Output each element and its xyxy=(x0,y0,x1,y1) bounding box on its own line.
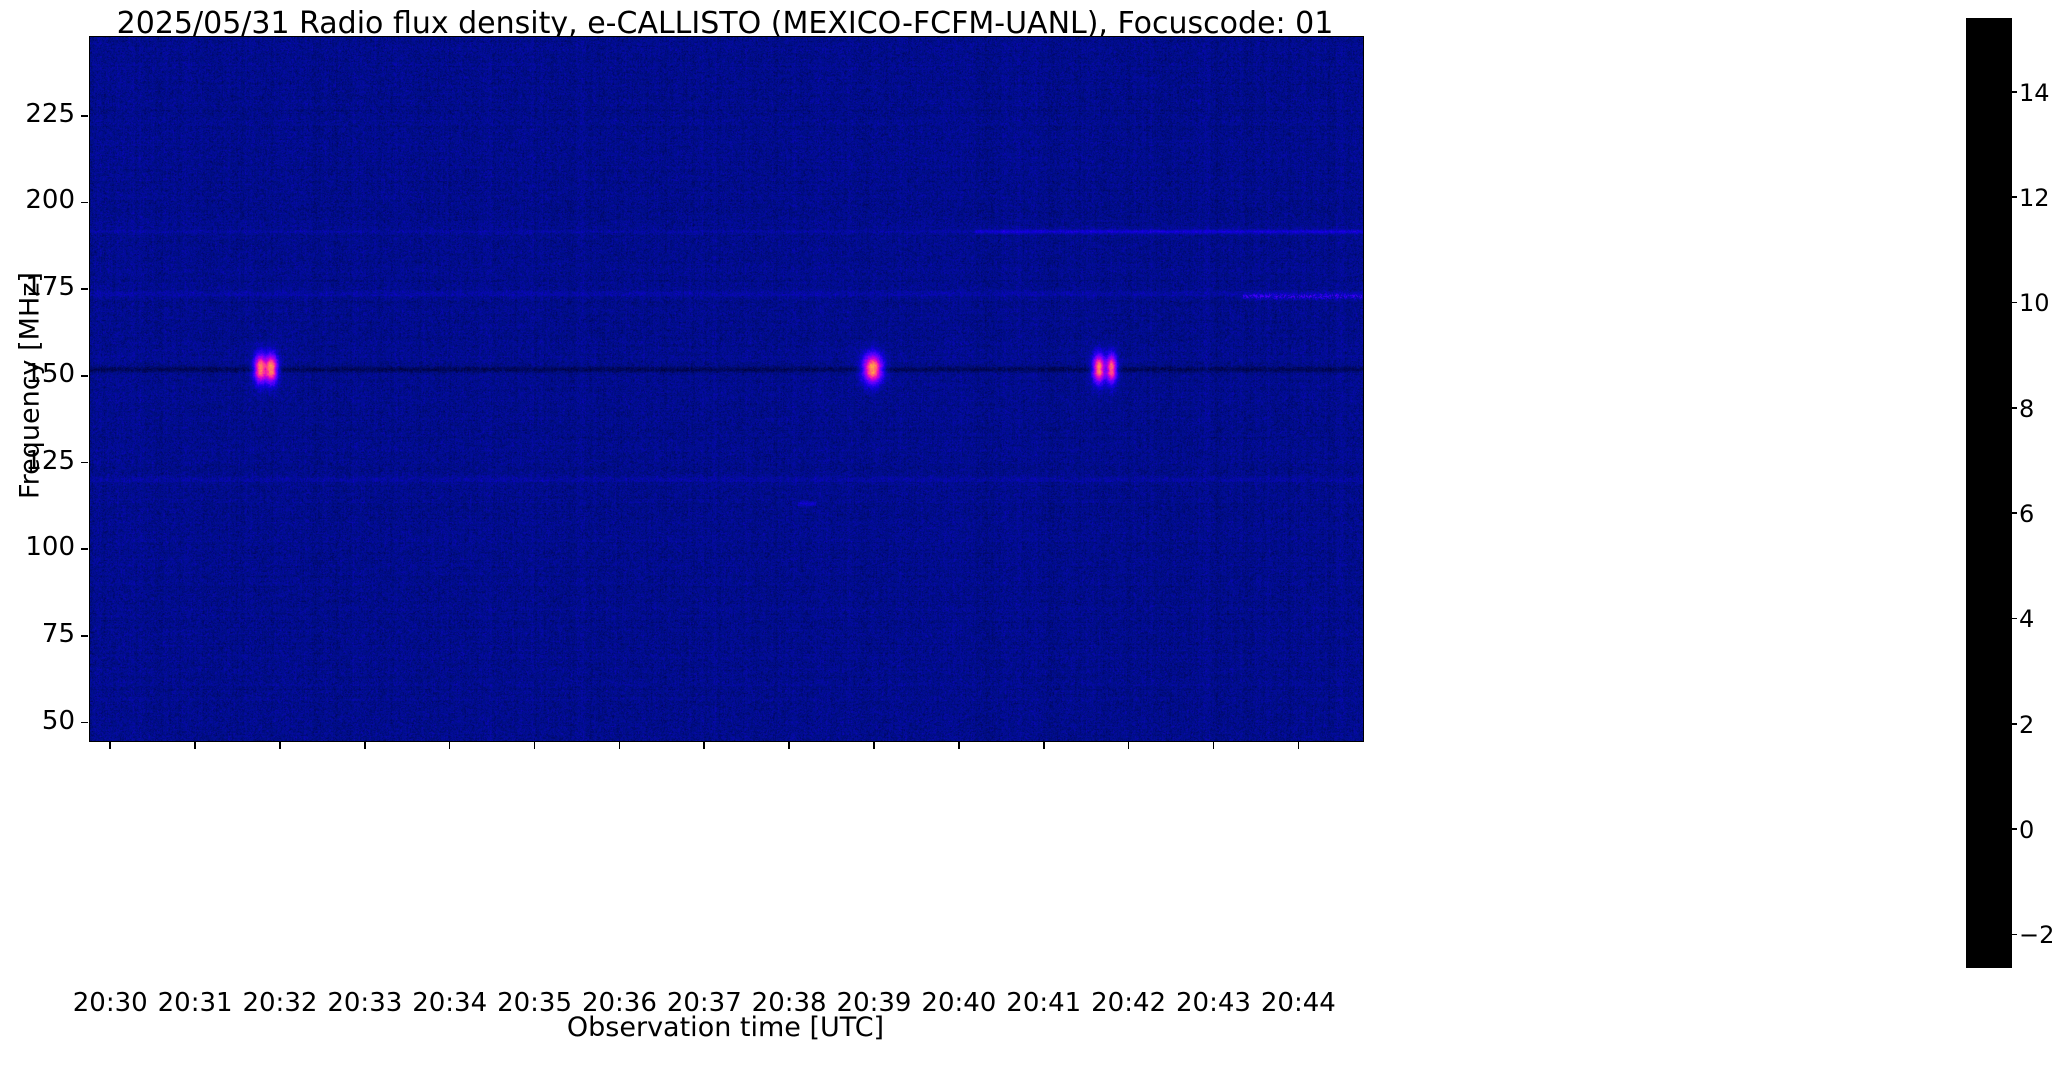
y-tick-label: 175 xyxy=(25,272,75,303)
x-tick-mark xyxy=(788,742,790,749)
x-tick-mark xyxy=(448,742,451,749)
y-tick-label: 100 xyxy=(25,532,75,563)
x-tick-mark xyxy=(873,742,875,749)
x-tick-label: 20:34 xyxy=(412,988,488,1018)
colorbar-tick-mark xyxy=(2010,90,2017,93)
x-tick-label: 20:36 xyxy=(581,988,657,1018)
x-tick-mark xyxy=(279,742,281,749)
colorbar-tick-label: 6 xyxy=(2019,500,2035,529)
x-tick-label: 20:39 xyxy=(836,988,912,1018)
x-tick-label: 20:32 xyxy=(242,988,318,1018)
x-tick-mark xyxy=(703,742,706,749)
y-tick-mark xyxy=(81,375,88,377)
figure-title: 2025/05/31 Radio flux density, e-CALLIST… xyxy=(116,6,1334,41)
x-tick-mark xyxy=(1212,742,1215,749)
colorbar-tick-mark xyxy=(2010,722,2017,725)
x-tick-label: 20:30 xyxy=(72,988,148,1018)
colorbar-tick-label: 8 xyxy=(2019,394,2035,423)
colorbar-tick-label: 0 xyxy=(2019,816,2035,845)
colorbar-tick-label: 14 xyxy=(2019,78,2050,107)
x-tick-label: 20:37 xyxy=(666,988,742,1018)
y-tick-mark xyxy=(81,721,88,724)
x-tick-mark xyxy=(194,742,196,749)
x-tick-mark xyxy=(533,742,536,749)
colorbar-tick-mark xyxy=(2010,617,2017,620)
y-tick-mark xyxy=(81,548,88,551)
y-tick-label: 150 xyxy=(25,358,75,389)
colorbar-tick-label: −2 xyxy=(2019,921,2055,950)
x-tick-label: 20:38 xyxy=(751,988,827,1018)
x-tick-label: 20:44 xyxy=(1260,988,1336,1018)
spectrogram-plot-area[interactable] xyxy=(89,36,1364,742)
y-tick-label: 125 xyxy=(25,445,75,476)
colorbar-tick-mark xyxy=(2010,828,2017,830)
y-tick-mark xyxy=(81,288,88,290)
x-tick-mark xyxy=(1042,742,1045,749)
y-tick-label: 75 xyxy=(41,618,75,649)
y-tick-mark xyxy=(81,201,88,204)
y-tick-mark xyxy=(81,635,88,637)
colorbar-tick-label: 4 xyxy=(2019,605,2035,634)
y-tick-label: 225 xyxy=(25,98,75,129)
y-axis xyxy=(0,0,89,1067)
x-tick-mark xyxy=(1297,742,1300,749)
spectrogram-image xyxy=(90,37,1363,741)
x-tick-mark xyxy=(958,742,960,749)
x-tick-label: 20:33 xyxy=(327,988,403,1018)
colorbar-tick-mark xyxy=(2010,512,2017,514)
x-tick-mark xyxy=(364,742,366,749)
x-tick-label: 20:43 xyxy=(1176,988,1251,1018)
colorbar-gradient xyxy=(1967,19,2011,967)
x-tick-label: 20:35 xyxy=(497,988,573,1018)
colorbar-tick-label: 10 xyxy=(2019,289,2050,318)
y-tick-mark xyxy=(81,114,88,117)
x-tick-label: 20:40 xyxy=(921,988,997,1018)
x-tick-label: 20:31 xyxy=(157,988,233,1018)
y-tick-label: 50 xyxy=(41,705,75,736)
colorbar[interactable] xyxy=(1966,18,2012,968)
x-tick-mark xyxy=(618,742,621,749)
colorbar-tick-mark xyxy=(2010,196,2017,198)
x-tick-label: 20:42 xyxy=(1091,988,1167,1018)
colorbar-tick-mark xyxy=(2010,301,2017,304)
x-tick-label: 20:41 xyxy=(1006,988,1082,1018)
x-tick-mark xyxy=(109,742,111,749)
colorbar-tick-mark xyxy=(2010,406,2017,409)
y-tick-label: 200 xyxy=(25,185,75,216)
colorbar-tick-mark xyxy=(2010,933,2017,936)
x-tick-mark xyxy=(1127,742,1130,749)
x-axis-label: Observation time [UTC] xyxy=(566,1012,885,1043)
colorbar-tick-label: 2 xyxy=(2019,710,2035,739)
y-tick-mark xyxy=(81,461,88,464)
colorbar-tick-label: 12 xyxy=(2019,184,2050,213)
